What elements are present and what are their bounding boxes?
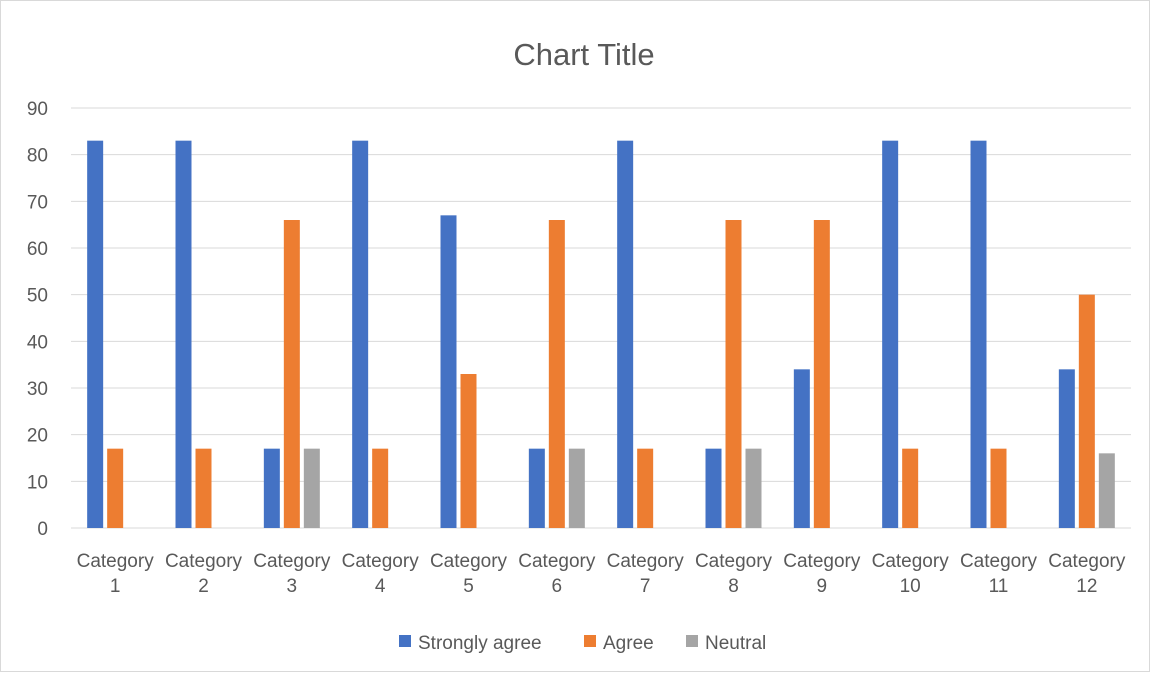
bar-strongly-agree: [1058, 369, 1075, 528]
legend-swatch: [584, 635, 596, 647]
bars: [87, 140, 1115, 529]
bar-agree: [548, 220, 565, 528]
bar-agree: [990, 448, 1007, 528]
bar-strongly-agree: [970, 140, 987, 528]
legend-item-neutral: Neutral: [686, 633, 766, 654]
bar-strongly-agree: [528, 448, 545, 528]
x-tick-label: Category 2: [165, 551, 243, 597]
bar-neutral: [1098, 453, 1115, 528]
y-tick-label: 60: [27, 239, 48, 260]
bar-agree: [107, 448, 124, 528]
legend-item-strongly-agree: Strongly agree: [399, 633, 542, 654]
x-tick-label: Category 3: [253, 551, 331, 597]
bar-agree: [725, 220, 742, 528]
x-tick-label: Category 5: [430, 551, 508, 597]
x-tick-label: Category 9: [783, 551, 861, 597]
legend-swatch: [399, 635, 411, 647]
bar-agree: [1078, 294, 1095, 528]
legend-item-agree: Agree: [584, 633, 654, 654]
chart-title: Chart Title: [513, 37, 654, 72]
bar-agree: [813, 220, 830, 528]
y-tick-label: 50: [27, 286, 48, 307]
y-tick-label: 80: [27, 146, 48, 167]
y-tick-label: 70: [27, 192, 48, 213]
y-tick-label: 90: [27, 99, 48, 120]
bar-strongly-agree: [352, 140, 369, 528]
x-tick-label: Category 8: [695, 551, 773, 597]
y-tick-label: 10: [27, 472, 48, 493]
x-tick-label: Category 7: [607, 551, 685, 597]
bar-agree: [637, 448, 654, 528]
y-tick-label: 0: [37, 519, 48, 540]
y-tick-label: 20: [27, 426, 48, 447]
bar-strongly-agree: [793, 369, 810, 528]
legend-label: Neutral: [705, 633, 766, 654]
x-tick-label: Category 10: [872, 551, 950, 597]
bar-agree: [195, 448, 212, 528]
legend: Strongly agree Agree Neutral: [399, 633, 766, 654]
x-tick-label: Category 11: [960, 551, 1038, 597]
legend-label: Agree: [603, 633, 654, 654]
bar-strongly-agree: [87, 140, 104, 528]
legend-label: Strongly agree: [418, 633, 542, 654]
bar-neutral: [745, 448, 762, 528]
bar-strongly-agree: [705, 448, 722, 528]
bar-neutral: [568, 448, 585, 528]
bar-strongly-agree: [882, 140, 899, 528]
bar-agree: [902, 448, 919, 528]
bar-strongly-agree: [175, 140, 192, 528]
y-tick-label: 30: [27, 379, 48, 400]
x-tick-label: Category 1: [77, 551, 155, 597]
x-tick-label: Category 6: [518, 551, 596, 597]
y-axis-ticks: 0 10 20 30 40 50 60 70 80 90: [27, 99, 48, 540]
bar-strongly-agree: [263, 448, 280, 528]
legend-swatch: [686, 635, 698, 647]
bar-neutral: [303, 448, 320, 528]
bar-strongly-agree: [440, 215, 457, 529]
bar-strongly-agree: [617, 140, 634, 528]
x-tick-label: Category 12: [1048, 551, 1126, 597]
bar-agree: [460, 374, 477, 528]
x-tick-label: Category 4: [342, 551, 420, 597]
bar-agree: [283, 220, 300, 528]
gridlines: [71, 107, 1131, 529]
y-tick-label: 40: [27, 332, 48, 353]
bar-agree: [372, 448, 389, 528]
